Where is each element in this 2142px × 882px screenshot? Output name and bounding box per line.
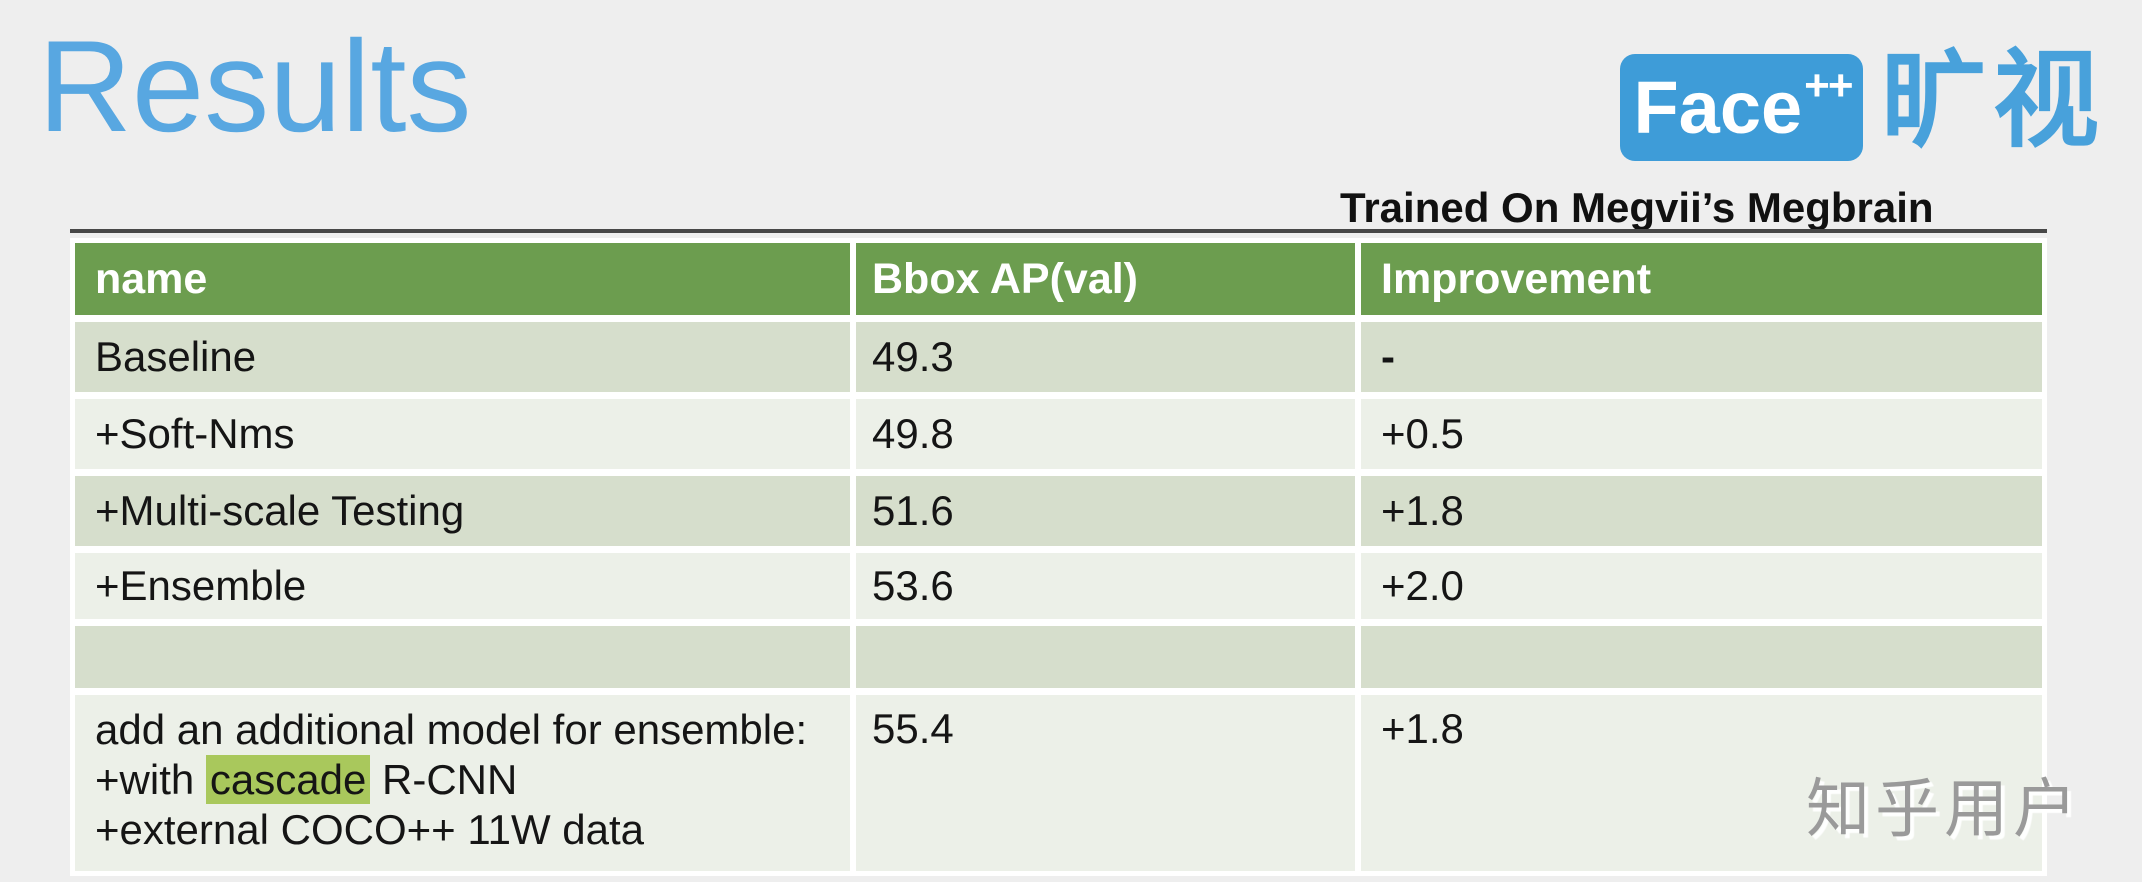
cell-row3-improvement: +1.8 bbox=[1361, 476, 2042, 546]
megvii-logo: Face ++ 旷视 bbox=[1620, 40, 2105, 161]
tagline: Trained On Megvii’s Megbrain bbox=[1340, 184, 1934, 231]
cell-row4-bbox-ap: 53.6 bbox=[856, 553, 1355, 619]
table-top-border bbox=[70, 229, 2047, 233]
header-cell-name: name bbox=[75, 243, 850, 315]
megvii-chinese-text: 旷视 bbox=[1881, 42, 2105, 160]
cell-row6-improvement: +1.8 bbox=[1361, 695, 2042, 871]
cell-row5-bbox-ap bbox=[856, 626, 1355, 688]
cell-row5-improvement bbox=[1361, 626, 2042, 688]
cell-row3-bbox-ap: 51.6 bbox=[856, 476, 1355, 546]
cell-row5-name bbox=[75, 626, 850, 688]
cell-row4-name: +Ensemble bbox=[75, 553, 850, 619]
header-cell-bbox-ap: Bbox AP(val) bbox=[856, 243, 1355, 315]
header-cell-improvement: Improvement bbox=[1361, 243, 2042, 315]
cell-row2-name: +Soft-Nms bbox=[75, 399, 850, 469]
cell-row1-improvement: - bbox=[1361, 322, 2042, 392]
results-table: name Bbox AP(val) Improvement Baseline 4… bbox=[70, 238, 2047, 876]
cell-row4-improvement: +2.0 bbox=[1361, 553, 2042, 619]
row6-line1: add an additional model for ensemble: bbox=[95, 706, 808, 753]
row6-line2-prefix: +with bbox=[95, 756, 206, 803]
row6-line3: +external COCO++ 11W data bbox=[95, 806, 644, 853]
cell-row2-bbox-ap: 49.8 bbox=[856, 399, 1355, 469]
cell-row3-name: +Multi-scale Testing bbox=[75, 476, 850, 546]
cell-row6-bbox-ap: 55.4 bbox=[856, 695, 1355, 871]
cell-row6-name: add an additional model for ensemble: +w… bbox=[75, 695, 850, 871]
row6-cascade-highlight: cascade bbox=[205, 755, 371, 804]
cell-row1-bbox-ap: 49.3 bbox=[856, 322, 1355, 392]
faceplusplus-logo: Face ++ bbox=[1620, 54, 1863, 161]
cell-row2-improvement: +0.5 bbox=[1361, 399, 2042, 469]
logo-plus-text: ++ bbox=[1804, 60, 1853, 110]
logo-face-text: Face bbox=[1633, 66, 1803, 149]
zhihu-watermark: 知乎用户 bbox=[1806, 773, 2082, 845]
row6-line2-suffix: R-CNN bbox=[370, 756, 518, 803]
cell-row1-name: Baseline bbox=[75, 322, 850, 392]
page-title: Results bbox=[38, 13, 472, 159]
row6-line2: +with cascade R-CNN bbox=[95, 755, 850, 805]
